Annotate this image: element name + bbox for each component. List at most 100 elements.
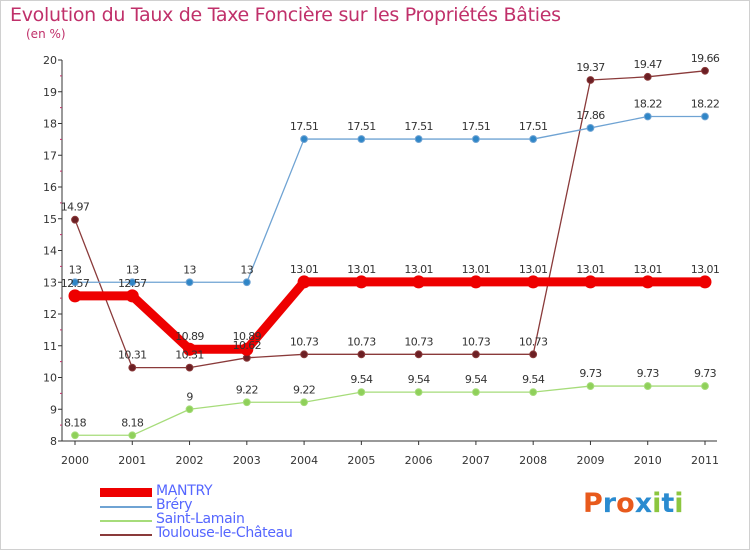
data-label: 17.51	[519, 120, 548, 133]
data-label: 9.54	[350, 373, 373, 386]
data-label: 13	[126, 263, 139, 276]
data-label: 13.01	[519, 263, 548, 276]
logo-letter: i	[674, 488, 684, 519]
x-tick-label: 2003	[233, 454, 261, 467]
data-label: 10.73	[347, 335, 376, 348]
data-label: 9.54	[408, 373, 431, 386]
y-tick-label: 11	[43, 340, 57, 353]
data-point	[472, 135, 480, 143]
data-point	[472, 388, 480, 397]
data-point	[701, 66, 709, 75]
data-point	[71, 215, 79, 224]
x-tick-label: 2000	[61, 454, 89, 467]
legend-label: Bréry	[156, 497, 193, 513]
data-point	[526, 275, 540, 289]
data-label: 8.18	[121, 416, 144, 429]
logo-letter: r	[602, 488, 617, 519]
y-tick-label: 10	[43, 372, 57, 385]
data-point	[586, 76, 595, 84]
data-label: 13	[69, 263, 82, 276]
data-label: 12.57	[118, 277, 147, 290]
data-point	[297, 275, 311, 289]
y-tick-label: 20	[43, 54, 57, 67]
data-point	[128, 363, 137, 372]
logo-letter: i	[652, 488, 662, 519]
data-point	[529, 135, 538, 143]
data-point	[71, 278, 79, 287]
y-tick-label: 13	[43, 276, 57, 289]
data-label: 9.73	[637, 367, 660, 380]
data-label: 10.62	[233, 339, 262, 352]
chart-title: Evolution du Taux de Taxe Foncière sur l…	[10, 4, 561, 26]
x-tick-label: 2001	[118, 454, 146, 467]
data-label: 13.01	[347, 263, 376, 276]
data-point	[412, 275, 426, 289]
data-label: 19.66	[691, 52, 720, 65]
x-tick-label: 2004	[290, 454, 318, 467]
data-point	[242, 398, 251, 407]
data-point	[472, 350, 480, 359]
logo-letter: x	[634, 488, 653, 519]
data-label: 17.51	[404, 120, 433, 133]
series-line-br-ry	[75, 115, 705, 283]
legend-label: MANTRY	[156, 483, 213, 499]
proxiti-logo: Proxiti	[583, 488, 684, 519]
series-line-mantry	[75, 277, 705, 354]
data-label: 18.22	[691, 98, 720, 111]
data-label: 10.31	[118, 349, 147, 362]
x-tick-label: 2011	[691, 454, 719, 467]
y-tick-label: 17	[43, 149, 57, 162]
data-point	[125, 289, 139, 303]
logo-letter: o	[616, 488, 635, 519]
data-point	[529, 388, 538, 397]
data-point	[185, 278, 194, 287]
data-point	[128, 278, 137, 287]
data-point	[68, 289, 82, 303]
data-label: 13.01	[633, 263, 662, 276]
data-label: 13.01	[576, 263, 605, 276]
data-label: 13	[183, 263, 196, 276]
data-label: 9.73	[579, 367, 602, 380]
y-tick-label: 16	[43, 181, 57, 194]
data-point	[354, 275, 368, 289]
x-tick-label: 2008	[519, 454, 547, 467]
data-point	[414, 135, 423, 143]
data-label: 19.37	[576, 61, 605, 74]
data-label: 14.97	[61, 201, 90, 214]
legend-swatch	[100, 506, 152, 508]
data-label: 9.73	[694, 367, 717, 380]
data-label: 17.86	[576, 109, 605, 122]
data-point	[643, 382, 652, 390]
x-tick-label: 2002	[176, 454, 204, 467]
data-label: 13.01	[290, 263, 319, 276]
data-point	[414, 350, 423, 359]
data-point	[357, 135, 366, 143]
data-point	[240, 342, 254, 356]
data-point	[586, 124, 595, 132]
data-label: 17.51	[462, 120, 491, 133]
x-tick-label: 2005	[347, 454, 375, 467]
data-point	[469, 275, 483, 289]
data-point	[698, 275, 712, 289]
data-label: 13.01	[691, 263, 720, 276]
data-point	[701, 112, 709, 121]
data-point	[586, 382, 595, 390]
data-point	[300, 135, 308, 143]
y-tick-label: 19	[43, 86, 57, 99]
data-label: 9.54	[522, 373, 545, 386]
data-point	[300, 398, 308, 407]
x-tick-label: 2009	[576, 454, 604, 467]
y-tick-label: 12	[43, 308, 57, 321]
data-point	[183, 342, 197, 356]
data-label: 13.01	[404, 263, 433, 276]
legend-label: Saint-Lamain	[156, 511, 245, 527]
x-tick-label: 2007	[462, 454, 490, 467]
x-tick-label: 2010	[634, 454, 662, 467]
y-tick-label: 9	[50, 403, 57, 416]
logo-letter: P	[583, 488, 603, 519]
x-tick-label: 2006	[405, 454, 433, 467]
legend-swatch	[100, 534, 152, 536]
data-label: 9	[186, 390, 193, 403]
data-point	[643, 72, 652, 81]
